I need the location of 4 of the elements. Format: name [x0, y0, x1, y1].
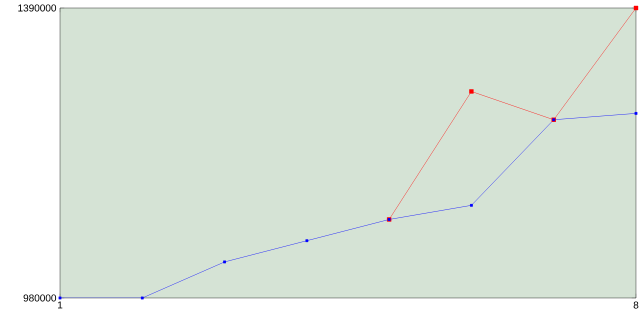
y-tick-label: 1390000: [18, 4, 56, 12]
x-tick-label: 1: [58, 302, 62, 308]
y-tick-label: 980000: [24, 294, 56, 302]
x-tick-label: 8: [634, 302, 638, 309]
